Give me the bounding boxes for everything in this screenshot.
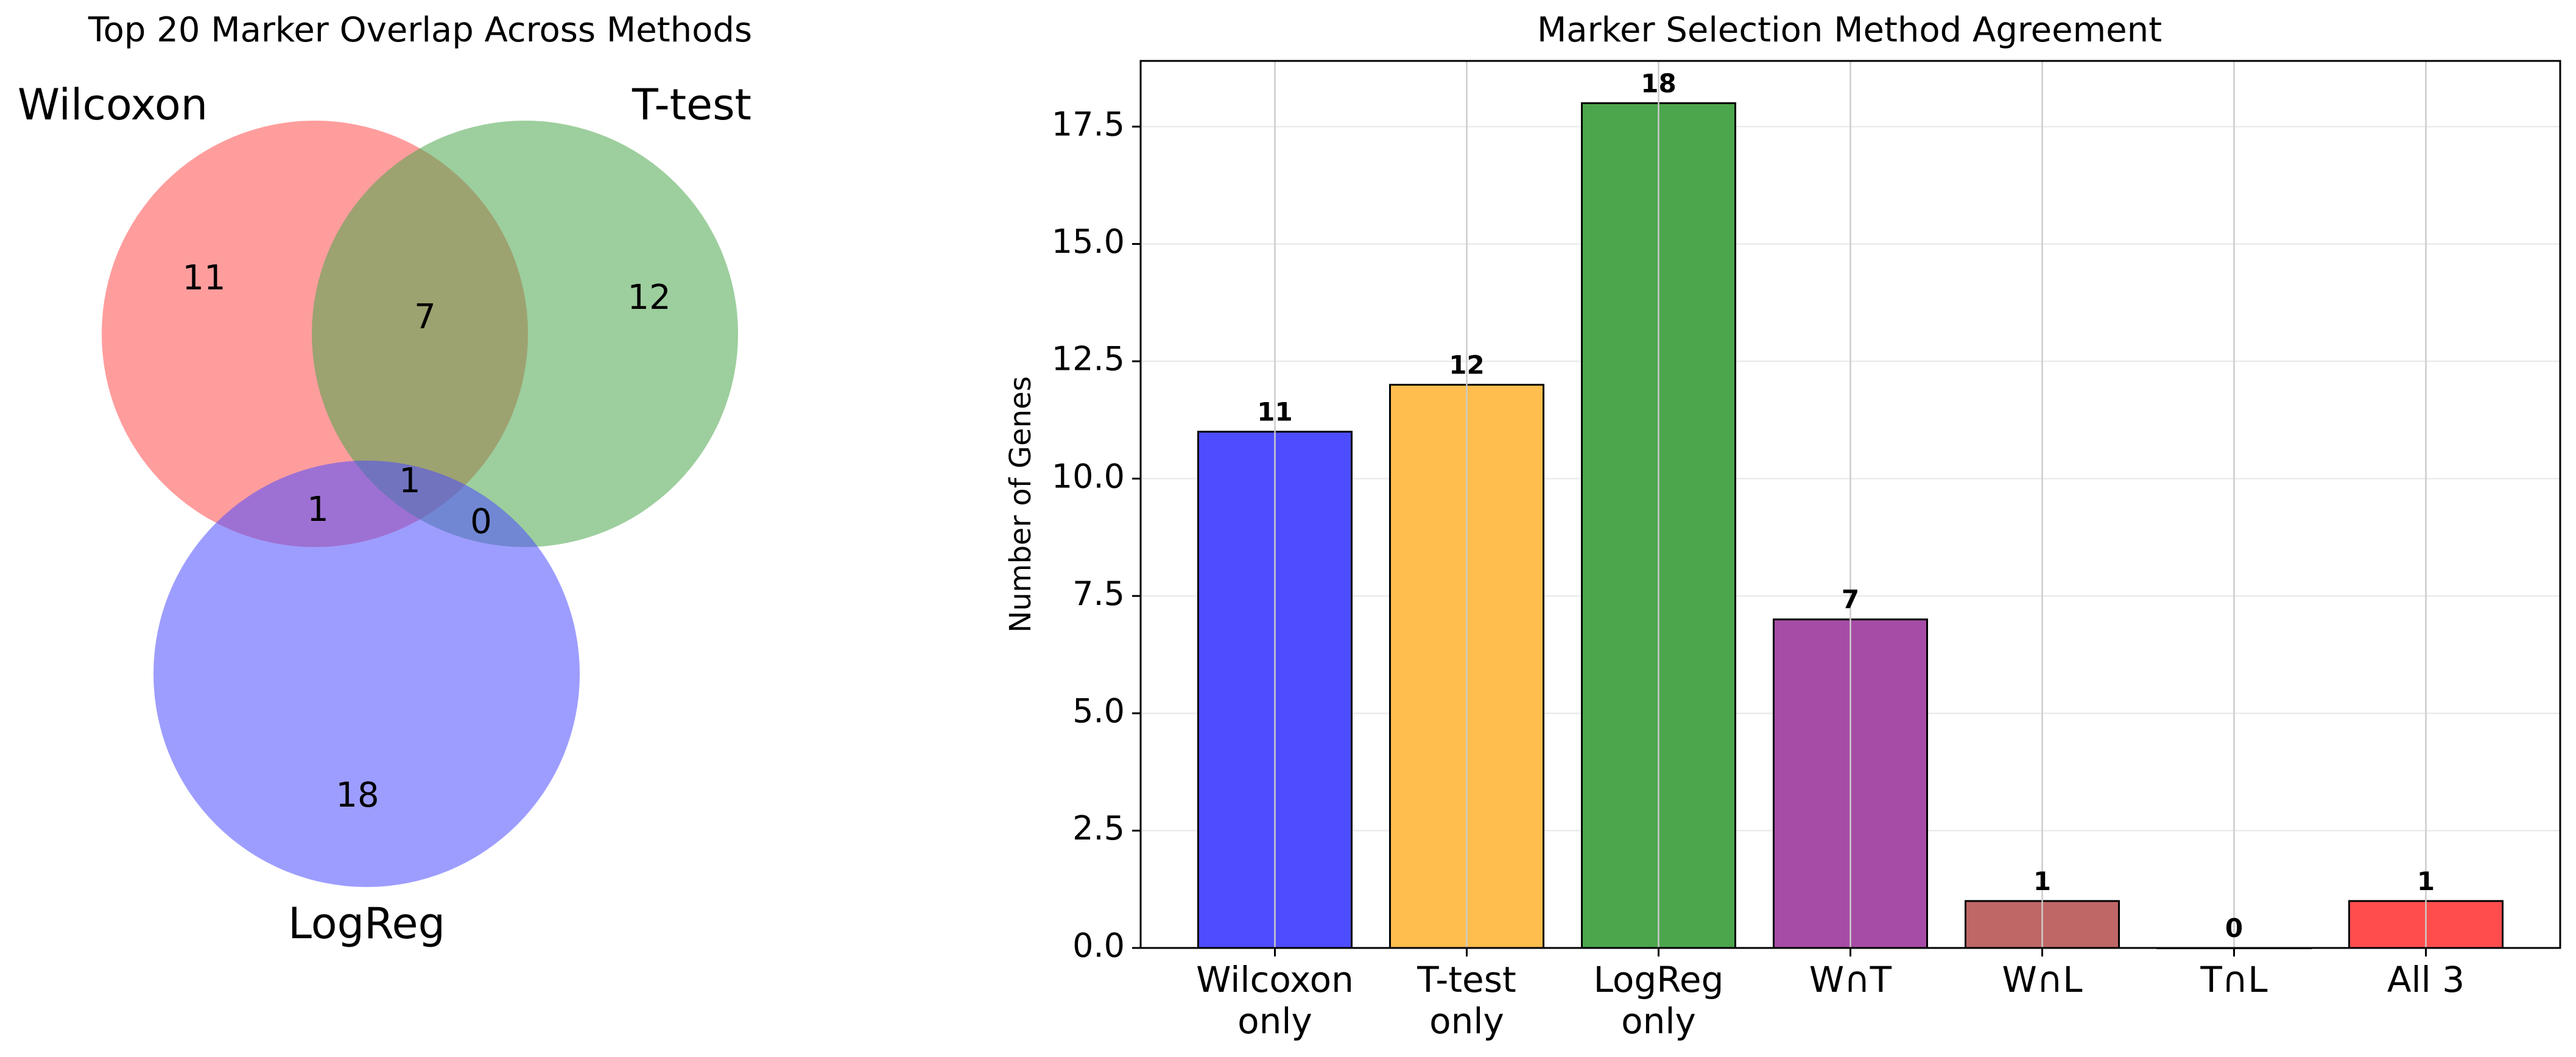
venn-set-label-logreg: LogReg bbox=[288, 899, 445, 949]
x-tick-label: W∩L bbox=[2002, 959, 2082, 1000]
data-label: 18 bbox=[1641, 68, 1676, 98]
venn-region-ttest: 12 bbox=[627, 278, 670, 317]
venn-region-ttest-logreg: 0 bbox=[470, 502, 492, 542]
y-tick-label: 15.0 bbox=[1052, 222, 1125, 261]
bar-chart-title: Marker Selection Method Agreement bbox=[1537, 10, 2162, 50]
data-label: 7 bbox=[1842, 585, 1859, 615]
data-labels: 11 12 18 7 1 0 1 bbox=[1257, 68, 2435, 943]
x-tick-label: only bbox=[1429, 1000, 1504, 1042]
x-tick-label: T∩L bbox=[2200, 959, 2267, 1000]
y-axis-label: Number of Genes bbox=[1004, 376, 1038, 632]
y-tick-label: 5.0 bbox=[1072, 691, 1125, 730]
venn-circle-logreg bbox=[153, 461, 580, 887]
venn-region-wilcoxon-logreg: 1 bbox=[307, 490, 329, 529]
venn-circles bbox=[102, 121, 738, 887]
venn-set-labels: Wilcoxon T-test LogReg bbox=[18, 80, 751, 949]
x-tick-label: T-test bbox=[1416, 959, 1516, 1000]
y-tick-label: 7.5 bbox=[1072, 574, 1125, 613]
venn-set-label-t-test: T-test bbox=[632, 80, 751, 130]
venn-region-wilcoxon: 11 bbox=[182, 258, 225, 298]
x-tick-label: Wilcoxon bbox=[1196, 959, 1354, 1000]
vertical-grid-lines bbox=[1274, 61, 2427, 948]
data-label: 12 bbox=[1449, 350, 1484, 380]
data-label: 0 bbox=[2225, 913, 2243, 943]
y-tick-label: 2.5 bbox=[1072, 809, 1125, 847]
y-tick-label: 17.5 bbox=[1052, 105, 1125, 143]
data-label: 1 bbox=[2417, 866, 2435, 896]
venn-region-wilcoxon-ttest-logreg: 1 bbox=[399, 461, 421, 501]
x-tick-label: only bbox=[1621, 1000, 1696, 1042]
venn-region-labels: 11 12 18 7 1 0 1 bbox=[182, 258, 670, 815]
data-label: 11 bbox=[1257, 397, 1292, 427]
data-label: 1 bbox=[2033, 866, 2051, 896]
x-tick-label: W∩T bbox=[1809, 959, 1892, 1000]
x-tick-label: only bbox=[1237, 1000, 1312, 1042]
venn-circle-t-test bbox=[312, 121, 738, 547]
venn-region-wilcoxon-ttest: 7 bbox=[414, 297, 436, 337]
x-tick-label: All 3 bbox=[2387, 959, 2465, 1000]
x-tick-label: LogReg bbox=[1594, 959, 1724, 1000]
venn-diagram: Top 20 Marker Overlap Across Methods Wil… bbox=[18, 10, 752, 949]
venn-title: Top 20 Marker Overlap Across Methods bbox=[88, 10, 752, 50]
y-tick-label: 0.0 bbox=[1072, 927, 1125, 965]
venn-region-logreg: 18 bbox=[336, 776, 379, 815]
y-tick-label: 10.0 bbox=[1052, 457, 1125, 495]
venn-set-label-wilcoxon: Wilcoxon bbox=[18, 80, 208, 130]
bar-chart: Marker Selection Method Agreement Number… bbox=[1004, 10, 2561, 1042]
y-axis-ticks: 0.0 2.5 5.0 7.5 10.0 12.5 15.0 17.5 bbox=[1052, 105, 1141, 965]
y-tick-label: 12.5 bbox=[1052, 340, 1125, 378]
